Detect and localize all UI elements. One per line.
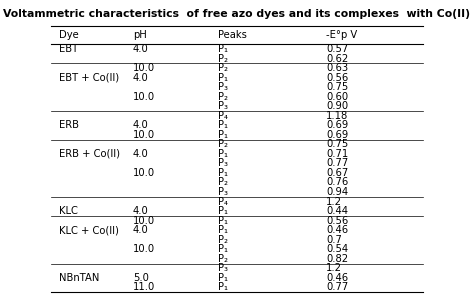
Text: ERB + Co(II): ERB + Co(II) [59, 149, 119, 159]
Text: -E°p V: -E°p V [326, 30, 357, 40]
Text: P₁: P₁ [219, 168, 228, 178]
Text: P₁: P₁ [219, 244, 228, 254]
Text: Peaks: Peaks [219, 30, 247, 40]
Text: 0.60: 0.60 [326, 92, 348, 102]
Text: 11.0: 11.0 [133, 283, 155, 292]
Text: P₁: P₁ [219, 120, 228, 130]
Text: 0.67: 0.67 [326, 168, 348, 178]
Text: P₁: P₁ [219, 44, 228, 54]
Text: P₃: P₃ [219, 101, 228, 111]
Text: P₃: P₃ [219, 263, 228, 273]
Text: 0.82: 0.82 [326, 254, 348, 264]
Text: P₄: P₄ [219, 111, 228, 121]
Text: P₃: P₃ [219, 159, 228, 168]
Text: 4.0: 4.0 [133, 44, 149, 54]
Text: P₁: P₁ [219, 130, 228, 140]
Text: 0.7: 0.7 [326, 235, 342, 245]
Text: P₂: P₂ [219, 92, 228, 102]
Text: EBT + Co(II): EBT + Co(II) [59, 73, 119, 83]
Text: 10.0: 10.0 [133, 130, 155, 140]
Text: 0.75: 0.75 [326, 82, 348, 92]
Text: P₃: P₃ [219, 82, 228, 92]
Text: 0.63: 0.63 [326, 63, 348, 73]
Text: EBT: EBT [59, 44, 78, 54]
Text: P₂: P₂ [219, 63, 228, 73]
Text: NBnTAN: NBnTAN [59, 273, 99, 283]
Text: 10.0: 10.0 [133, 244, 155, 254]
Text: 4.0: 4.0 [133, 149, 149, 159]
Text: 0.54: 0.54 [326, 244, 348, 254]
Text: 0.57: 0.57 [326, 44, 348, 54]
Text: 1.18: 1.18 [326, 111, 348, 121]
Text: KLC + Co(II): KLC + Co(II) [59, 225, 118, 235]
Text: 0.56: 0.56 [326, 216, 348, 226]
Text: KLC: KLC [59, 206, 78, 216]
Text: 10.0: 10.0 [133, 63, 155, 73]
Text: 0.77: 0.77 [326, 283, 348, 292]
Text: 5.0: 5.0 [133, 273, 149, 283]
Text: 0.76: 0.76 [326, 178, 348, 187]
Text: P₂: P₂ [219, 235, 228, 245]
Text: P₁: P₁ [219, 273, 228, 283]
Text: 10.0: 10.0 [133, 216, 155, 226]
Text: 10.0: 10.0 [133, 92, 155, 102]
Text: P₂: P₂ [219, 178, 228, 187]
Text: 0.94: 0.94 [326, 187, 348, 197]
Text: 0.62: 0.62 [326, 54, 348, 63]
Text: P₁: P₁ [219, 206, 228, 216]
Text: 0.46: 0.46 [326, 273, 348, 283]
Text: 0.71: 0.71 [326, 149, 348, 159]
Text: 10.0: 10.0 [133, 168, 155, 178]
Text: 4.0: 4.0 [133, 120, 149, 130]
Text: Dye: Dye [59, 30, 78, 40]
Text: 0.56: 0.56 [326, 73, 348, 83]
Text: P₄: P₄ [219, 197, 228, 207]
Text: P₃: P₃ [219, 187, 228, 197]
Text: 0.69: 0.69 [326, 120, 348, 130]
Text: P₁: P₁ [219, 225, 228, 235]
Text: 0.44: 0.44 [326, 206, 348, 216]
Text: 0.46: 0.46 [326, 225, 348, 235]
Text: P₁: P₁ [219, 283, 228, 292]
Text: pH: pH [133, 30, 147, 40]
Text: P₁: P₁ [219, 73, 228, 83]
Text: P₂: P₂ [219, 54, 228, 63]
Text: 0.90: 0.90 [326, 101, 348, 111]
Text: 0.77: 0.77 [326, 159, 348, 168]
Text: ERB: ERB [59, 120, 79, 130]
Text: 1.2: 1.2 [326, 263, 342, 273]
Text: P₂: P₂ [219, 254, 228, 264]
Text: 0.69: 0.69 [326, 130, 348, 140]
Text: P₁: P₁ [219, 216, 228, 226]
Text: 0.75: 0.75 [326, 139, 348, 149]
Text: P₁: P₁ [219, 149, 228, 159]
Text: Voltammetric characteristics  of free azo dyes and its complexes  with Co(II): Voltammetric characteristics of free azo… [3, 9, 471, 19]
Text: 4.0: 4.0 [133, 73, 149, 83]
Text: 4.0: 4.0 [133, 206, 149, 216]
Text: 1.2: 1.2 [326, 197, 342, 207]
Text: 4.0: 4.0 [133, 225, 149, 235]
Text: P₂: P₂ [219, 139, 228, 149]
